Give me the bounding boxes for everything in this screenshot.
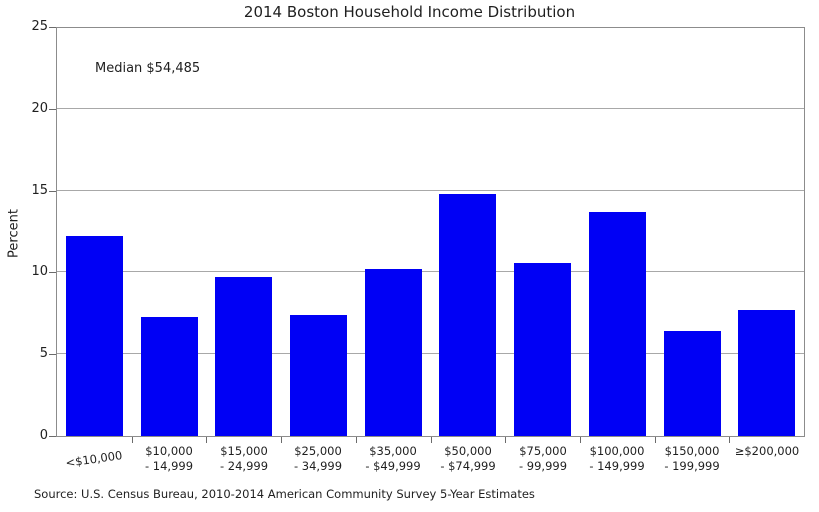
chart-title: 2014 Boston Household Income Distributio… [243, 3, 576, 21]
bar [588, 211, 646, 436]
gridline [57, 353, 804, 355]
x-tick-mark [655, 437, 656, 443]
source-citation: Source: U.S. Census Bureau, 2010-2014 Am… [34, 487, 535, 501]
x-tick-label: $25,000 - 34,999 [293, 444, 343, 473]
x-tick-label: $15,000 - 24,999 [219, 444, 269, 473]
y-tick-label: 25 [31, 19, 48, 34]
y-tick-mark [49, 436, 56, 437]
median-annotation: Median $54,485 [95, 61, 201, 76]
bar [364, 269, 422, 436]
plot-area: Median $54,485 [56, 27, 805, 437]
x-tick-mark [580, 437, 581, 443]
gridline [57, 107, 804, 109]
y-tick-label: 20 [31, 101, 48, 116]
x-tick-mark [505, 437, 506, 443]
y-tick-mark [49, 191, 56, 192]
bar [289, 314, 347, 436]
x-tick-label: $75,000 - 99,999 [518, 444, 568, 473]
bar [140, 316, 198, 436]
y-tick-mark [49, 109, 56, 110]
gridline [57, 189, 804, 191]
x-tick-label: $35,000 - $49,999 [365, 444, 421, 473]
bar [215, 277, 273, 436]
x-tick-label: $150,000 - 199,999 [664, 444, 720, 473]
bar [663, 331, 721, 436]
y-tick-mark [49, 27, 56, 28]
x-tick-label: $50,000 - $74,999 [440, 444, 496, 473]
x-tick-label: ≥$200,000 [734, 444, 800, 458]
x-tick-mark [132, 437, 133, 443]
y-tick-mark [49, 272, 56, 273]
y-tick-label: 0 [39, 428, 48, 443]
y-tick-mark [49, 354, 56, 355]
y-tick-label: 5 [39, 346, 48, 361]
y-tick-label: 10 [31, 264, 48, 279]
x-tick-mark [729, 437, 730, 443]
y-tick-label: 15 [31, 183, 48, 198]
bar [65, 236, 123, 436]
gridline [57, 271, 804, 273]
x-tick-mark [206, 437, 207, 443]
x-tick-label: $10,000 - 14,999 [144, 444, 194, 473]
bar [514, 262, 572, 436]
bar [439, 193, 497, 436]
x-tick-label: $100,000 - 149,999 [589, 444, 645, 473]
bar [738, 310, 796, 436]
x-tick-mark [356, 437, 357, 443]
x-tick-mark [431, 437, 432, 443]
x-tick-mark [281, 437, 282, 443]
